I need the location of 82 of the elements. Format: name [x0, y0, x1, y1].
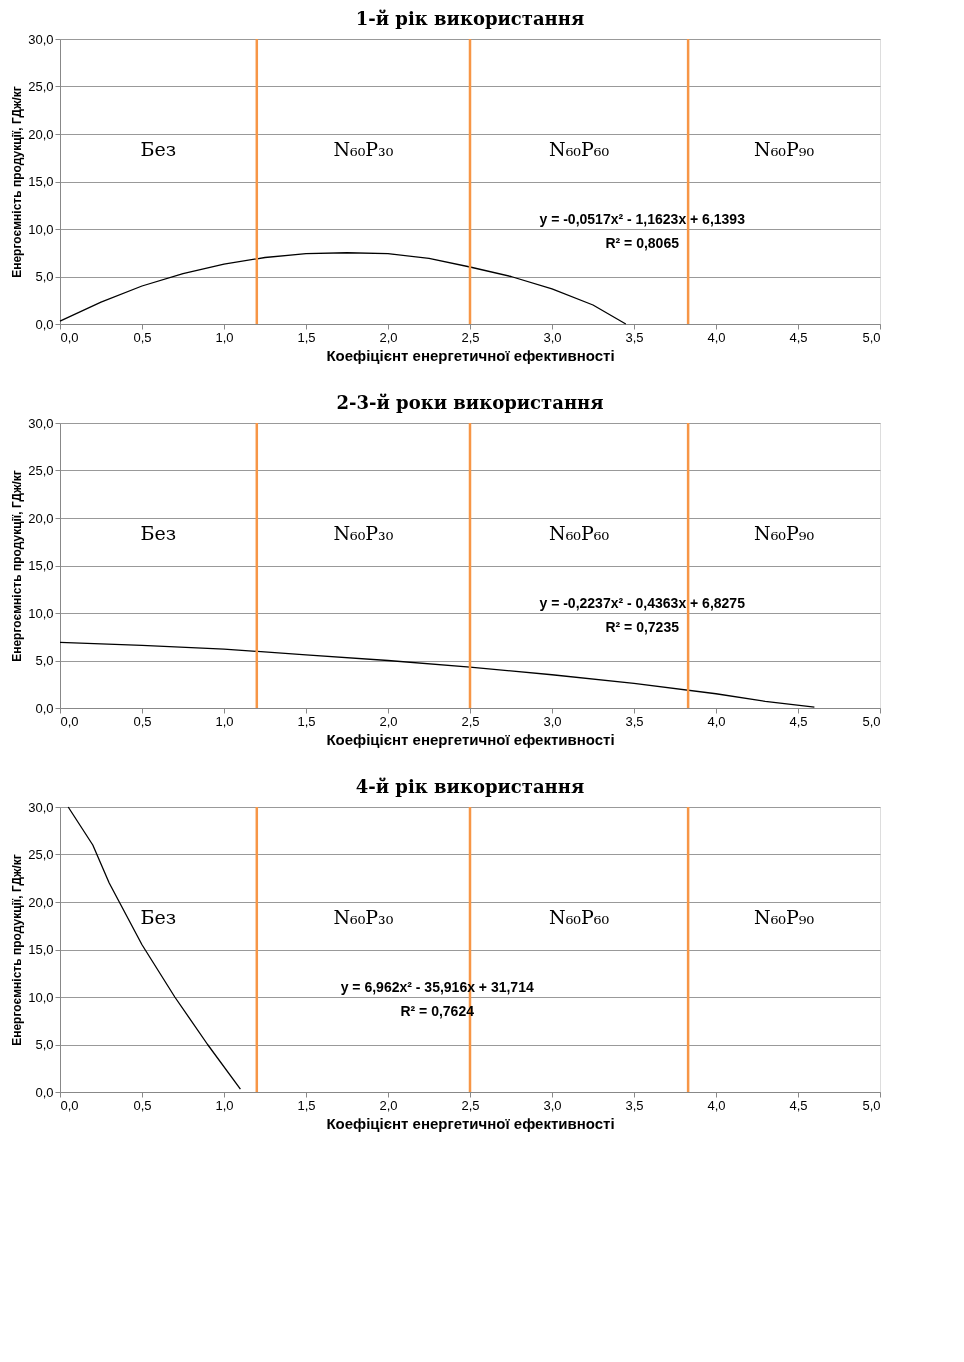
- y-tick-label: 20,0: [28, 126, 54, 142]
- x-tick-label: 5,0: [862, 713, 881, 729]
- line-series: [67, 806, 242, 1090]
- x-tick-label: 4,0: [707, 713, 726, 729]
- y-tick-label: 30,0: [28, 31, 54, 47]
- chart-title: 1-й рік використання: [355, 8, 585, 29]
- annotation: N₆₀P₉₀: [754, 522, 815, 545]
- y-tick-label: 15,0: [28, 942, 54, 957]
- annotation: N₆₀P₆₀: [549, 138, 610, 161]
- y-tick-label: 20,0: [28, 894, 54, 910]
- annotation: Без: [140, 138, 177, 161]
- x-axis-title: Коефіцієнт енергетичної ефективності: [326, 346, 615, 364]
- y-tick-label: 5,0: [35, 1037, 54, 1052]
- x-tick-label: 2,5: [461, 329, 480, 345]
- x-tick-label: 4,5: [789, 1097, 808, 1113]
- x-tick-label: 0,5: [133, 1097, 152, 1113]
- x-tick-label: 0,0: [60, 1097, 79, 1113]
- y-tick-label: 10,0: [28, 221, 54, 237]
- y-tick-label: 30,0: [28, 799, 54, 815]
- annotation: Без: [140, 906, 177, 929]
- annotation: N₆₀P₃₀: [333, 138, 394, 161]
- y-tick-label: 0,0: [35, 1084, 54, 1100]
- y-tick-label: 25,0: [28, 847, 54, 862]
- x-tick-label: 0,0: [60, 329, 79, 345]
- x-tick-label: 3,0: [543, 713, 562, 729]
- x-tick-label: 2,0: [379, 329, 398, 345]
- x-tick-label: 1,0: [215, 329, 234, 345]
- x-tick-label: 4,0: [707, 1097, 726, 1113]
- y-tick-label: 0,0: [35, 316, 54, 332]
- annotation: N₆₀P₃₀: [333, 906, 394, 929]
- x-tick-label: 4,5: [789, 329, 808, 345]
- x-tick-label: 3,5: [625, 329, 644, 345]
- x-tick-label: 0,5: [133, 713, 152, 729]
- annotation: Без: [140, 522, 177, 545]
- x-tick-label: 1,0: [215, 1097, 234, 1113]
- x-tick-label: 2,0: [379, 1097, 398, 1113]
- y-tick-label: 10,0: [28, 605, 54, 621]
- annotation: N₆₀P₉₀: [754, 138, 815, 161]
- line-series: [59, 641, 816, 708]
- y-axis-title: Енергоємність продукції, ГДж/кг: [10, 470, 25, 662]
- x-tick-label: 3,0: [543, 329, 562, 345]
- y-tick-label: 25,0: [28, 463, 54, 478]
- x-tick-label: 3,0: [543, 1097, 562, 1113]
- y-tick-label: 25,0: [28, 79, 54, 94]
- y-axis-title: Енергоємність продукції, ГДж/кг: [10, 854, 25, 1046]
- y-tick-label: 5,0: [35, 653, 54, 668]
- y-tick-label: 15,0: [28, 174, 54, 189]
- x-tick-label: 1,5: [297, 329, 316, 345]
- annotation: N₆₀P₃₀: [333, 522, 394, 545]
- y-tick-label: 0,0: [35, 700, 54, 716]
- x-tick-label: 2,5: [461, 1097, 480, 1113]
- x-tick-label: 5,0: [862, 1097, 881, 1113]
- chart-title: 4-й рік використання: [355, 776, 585, 797]
- annotation: N₆₀P₆₀: [549, 906, 610, 929]
- x-axis-title: Коефіцієнт енергетичної ефективності: [326, 1114, 615, 1132]
- y-tick-label: 15,0: [28, 558, 54, 573]
- x-tick-label: 2,0: [379, 713, 398, 729]
- x-tick-label: 5,0: [862, 329, 881, 345]
- y-tick-label: 10,0: [28, 989, 54, 1005]
- x-tick-label: 4,0: [707, 329, 726, 345]
- y-tick-label: 5,0: [35, 269, 54, 284]
- annotation: y = -0,2237x² - 0,4363x + 6,8275: [539, 594, 746, 611]
- annotation: N₆₀P₉₀: [754, 906, 815, 929]
- chart-title: 2-3-й роки використання: [336, 392, 604, 413]
- annotation: R² = 0,8065: [605, 234, 680, 251]
- x-tick-label: 4,5: [789, 713, 808, 729]
- x-tick-label: 3,5: [625, 1097, 644, 1113]
- y-tick-label: 30,0: [28, 415, 54, 431]
- x-tick-label: 2,5: [461, 713, 480, 729]
- x-tick-label: 1,5: [297, 713, 316, 729]
- x-tick-label: 0,5: [133, 329, 152, 345]
- x-tick-label: 0,0: [60, 713, 79, 729]
- x-tick-label: 3,5: [625, 713, 644, 729]
- x-tick-label: 1,0: [215, 713, 234, 729]
- annotation: y = -0,0517x² - 1,1623x + 6,1393: [539, 210, 746, 227]
- line-series: [59, 252, 627, 325]
- annotation: N₆₀P₆₀: [549, 522, 610, 545]
- y-axis-title: Енергоємність продукції, ГДж/кг: [10, 86, 25, 278]
- y-tick-label: 20,0: [28, 510, 54, 526]
- x-tick-label: 1,5: [297, 1097, 316, 1113]
- x-axis-title: Коефіцієнт енергетичної ефективності: [326, 730, 615, 748]
- annotation: R² = 0,7235: [605, 618, 680, 635]
